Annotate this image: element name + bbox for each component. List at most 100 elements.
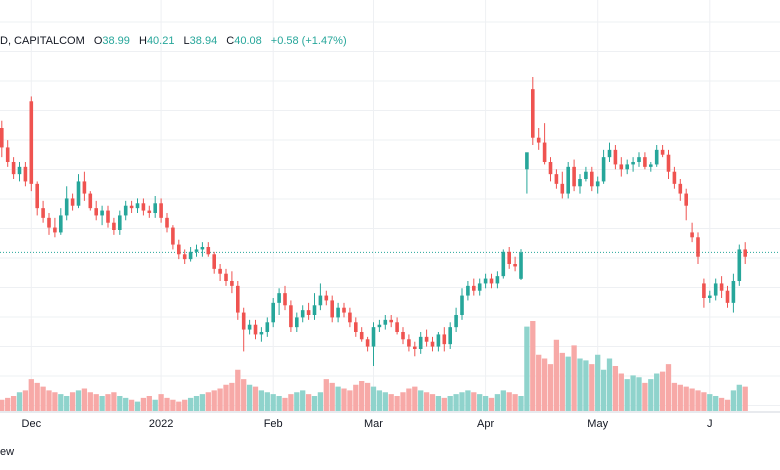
candle-body xyxy=(265,322,270,332)
candle-body xyxy=(595,181,600,187)
volume-bar xyxy=(105,394,111,411)
volume-bar xyxy=(335,386,341,411)
candle-body xyxy=(82,181,87,194)
volume-bar xyxy=(636,377,642,411)
volume-bar xyxy=(630,375,636,411)
volume-bar xyxy=(58,394,64,411)
volume-bar xyxy=(583,360,589,411)
candle-body xyxy=(566,166,570,194)
x-axis-labels: Dec 2022 Feb Mar Apr May J xyxy=(22,418,713,430)
high-value: 40.21 xyxy=(146,35,175,47)
candle-layer xyxy=(0,77,747,366)
low-key: L xyxy=(183,35,190,47)
candle-body xyxy=(672,171,677,184)
candle-body xyxy=(0,128,4,148)
volume-bar xyxy=(595,354,601,411)
candle-body xyxy=(560,183,565,194)
candle-body xyxy=(731,281,736,303)
candle-body xyxy=(324,295,329,301)
candle-body xyxy=(348,312,352,323)
candle-body xyxy=(342,307,346,313)
candle-body xyxy=(719,283,724,291)
volume-bar xyxy=(612,366,619,411)
volume-bar xyxy=(123,397,129,411)
branding-label[interactable]: ew xyxy=(0,446,15,458)
candle-body xyxy=(584,171,588,179)
volume-bar xyxy=(69,392,76,411)
volume-bar xyxy=(482,396,489,411)
volume-bar xyxy=(677,384,683,411)
volume-bar xyxy=(406,388,412,411)
volume-bar xyxy=(187,397,194,411)
volume-bar xyxy=(571,345,577,411)
volume-bar xyxy=(294,392,300,411)
volume-bar xyxy=(547,364,554,411)
volume-bar xyxy=(648,379,654,411)
candle-body xyxy=(17,166,22,175)
candle-body xyxy=(554,174,559,184)
candle-body xyxy=(271,302,275,323)
volume-bar xyxy=(624,379,630,411)
candle-body xyxy=(613,149,618,165)
candle-body xyxy=(495,276,500,284)
volume-bar xyxy=(270,394,276,411)
volume-bar xyxy=(211,390,217,411)
candle-body xyxy=(649,164,653,167)
candle-body xyxy=(442,334,447,345)
candle-body xyxy=(41,208,45,218)
volume-bar xyxy=(724,399,731,411)
candle-body xyxy=(76,181,81,206)
candle-body xyxy=(129,205,134,209)
volume-bar xyxy=(689,388,695,411)
candle-body xyxy=(542,142,547,162)
volume-bar xyxy=(199,394,206,411)
volume-bar xyxy=(252,386,259,411)
volume-bar xyxy=(671,382,678,411)
volume-bar xyxy=(524,326,530,411)
candle-body xyxy=(684,193,688,206)
candle-body xyxy=(607,149,612,158)
volume-bar xyxy=(488,397,495,411)
candle-body xyxy=(696,237,700,257)
volume-bar xyxy=(52,392,58,411)
x-tick-label: Apr xyxy=(477,418,494,430)
candle-body xyxy=(725,290,730,303)
candle-body xyxy=(212,254,216,269)
candle-body xyxy=(224,273,228,281)
candle-body xyxy=(247,324,252,330)
volume-bar xyxy=(329,382,335,411)
ohlc-legend: D, CAPITALCOM O38.99 H40.21 L38.94 C40.0… xyxy=(0,35,347,47)
candle-body xyxy=(448,327,452,345)
volume-bar xyxy=(553,339,560,411)
candle-body xyxy=(70,198,75,206)
candle-body xyxy=(477,283,482,291)
candle-body xyxy=(141,203,146,211)
candle-body xyxy=(253,324,258,335)
candle-body xyxy=(737,249,742,281)
volume-bar xyxy=(264,392,270,411)
candle-body xyxy=(454,315,458,328)
volume-bar xyxy=(341,388,347,411)
candle-body xyxy=(312,305,317,315)
candle-body xyxy=(200,247,205,250)
volume-bar xyxy=(506,392,512,411)
volume-bar xyxy=(465,390,471,411)
volume-bar xyxy=(742,386,748,411)
volume-bar xyxy=(707,394,713,411)
candle-body xyxy=(147,210,152,213)
close-key: C xyxy=(226,35,235,47)
volume-bar xyxy=(353,384,359,411)
candle-body xyxy=(643,157,647,167)
volume-bar xyxy=(246,384,253,411)
candle-body xyxy=(501,251,506,277)
volume-bar xyxy=(577,358,583,411)
volume-bar xyxy=(736,384,742,411)
volume-bar xyxy=(311,396,318,411)
candle-body xyxy=(318,295,323,306)
candle-body xyxy=(389,319,393,323)
volume-bar xyxy=(435,396,442,411)
candle-body xyxy=(519,252,523,279)
x-tick-label: Dec xyxy=(22,418,42,430)
candle-body xyxy=(112,222,116,230)
